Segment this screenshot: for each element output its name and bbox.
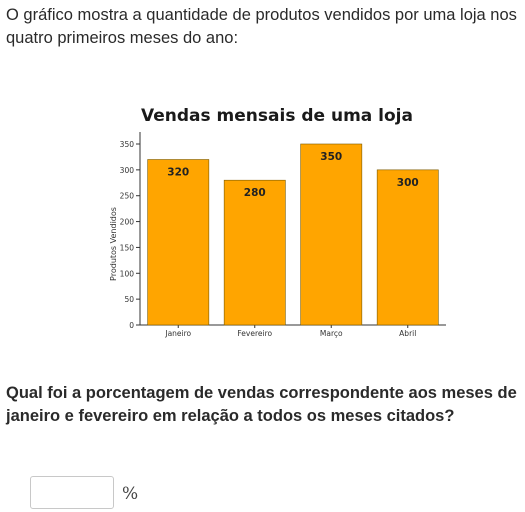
data-label: 320	[167, 167, 189, 179]
answer-input[interactable]	[30, 476, 114, 509]
bar-janeiro	[147, 159, 210, 326]
data-label: 300	[397, 177, 419, 189]
data-label: 280	[244, 187, 266, 199]
question-text: Qual foi a porcentagem de vendas corresp…	[6, 384, 517, 425]
bar-chart: Vendas mensais de uma loja Produtos Vend…	[109, 106, 446, 338]
intro-text: O gráfico mostra a quantidade de produto…	[6, 6, 517, 47]
chart-title: Vendas mensais de uma loja	[141, 106, 413, 126]
x-tick-label: Março	[320, 329, 343, 338]
percent-unit: %	[122, 484, 139, 504]
bar-março	[300, 143, 363, 326]
bar-abril	[376, 169, 439, 326]
y-tick-label: 200	[120, 218, 135, 227]
y-tick-label: 100	[120, 269, 135, 278]
data-label: 350	[320, 151, 342, 163]
x-tick-label: Abril	[399, 329, 416, 338]
y-tick-label: 250	[120, 192, 135, 201]
x-tick-label: Janeiro	[164, 329, 191, 338]
y-tick-label: 0	[129, 321, 134, 330]
chart-bars: 320 280 350 300	[147, 143, 439, 326]
y-tick-label: 150	[120, 243, 135, 252]
y-tick-label: 300	[120, 166, 135, 175]
x-tick-label: Fevereiro	[237, 329, 272, 338]
y-tick-label: 50	[124, 295, 134, 304]
bar-fevereiro	[223, 179, 286, 326]
y-tick-label: 350	[120, 140, 135, 149]
y-axis-label: Produtos Vendidos	[109, 207, 118, 281]
